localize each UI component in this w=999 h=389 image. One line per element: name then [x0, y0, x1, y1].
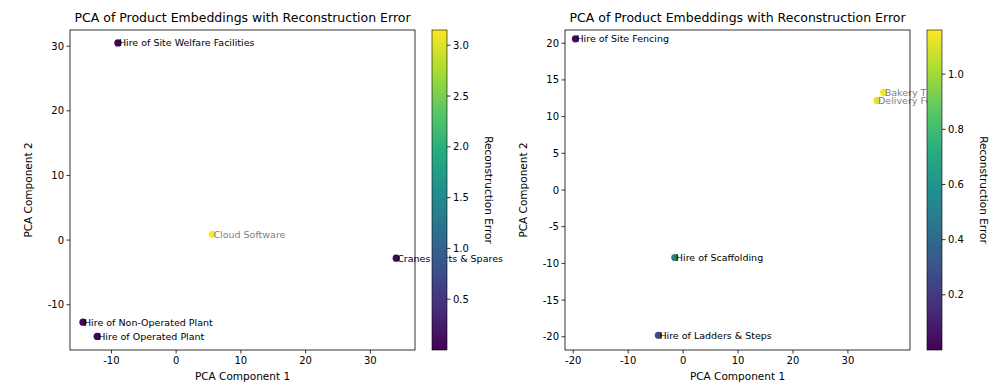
- y-tick-label: 10: [51, 170, 64, 181]
- chart-title: PCA of Product Embeddings with Reconstru…: [569, 10, 906, 25]
- chart: PCA of Product Embeddings with Reconstru…: [22, 10, 503, 382]
- x-tick: [847, 350, 848, 354]
- y-tick-label: 10: [546, 111, 559, 122]
- colorbar-label: Reconstruction Error: [483, 136, 495, 244]
- y-tick: [562, 79, 566, 80]
- point-label: Cloud Software: [213, 229, 285, 240]
- y-tick-label: 15: [546, 74, 559, 85]
- point-label: Hire of Non-Operated Plant: [84, 317, 213, 328]
- y-tick: [562, 300, 566, 301]
- x-tick: [240, 350, 241, 354]
- colorbar-tick-label: 0.5: [453, 294, 469, 305]
- point-label: Hire of Site Welfare Facilities: [119, 37, 255, 48]
- y-tick: [67, 175, 71, 176]
- colorbar-tick-label: 1.0: [453, 243, 469, 254]
- x-axis-label: PCA Component 1: [195, 370, 290, 382]
- chart: PCA of Product Embeddings with Reconstru…: [517, 10, 990, 382]
- y-tick: [562, 190, 566, 191]
- colorbar-tick: [447, 197, 451, 198]
- colorbar-label: Reconstruction Error: [978, 136, 990, 244]
- y-tick-label: -10: [48, 299, 64, 310]
- colorbar: [432, 30, 447, 350]
- point-label: Hire of Site Fencing: [576, 33, 669, 44]
- x-tick: [683, 350, 684, 354]
- y-tick-label: 20: [51, 105, 64, 116]
- x-tick-label: 30: [364, 355, 377, 366]
- x-tick: [370, 350, 371, 354]
- y-tick-label: 5: [553, 148, 559, 159]
- y-tick-label: 0: [58, 235, 64, 246]
- x-tick: [111, 350, 112, 354]
- colorbar-tick: [942, 294, 946, 295]
- x-tick-label: 10: [732, 355, 745, 366]
- colorbar-tick-label: 3.0: [453, 40, 469, 51]
- colorbar-tick: [447, 45, 451, 46]
- colorbar-tick: [447, 248, 451, 249]
- points: [79, 39, 399, 340]
- colorbar-tick-label: 0.4: [948, 234, 964, 245]
- colorbar-tick: [942, 129, 946, 130]
- y-tick-label: 30: [51, 41, 64, 52]
- y-tick-label: 0: [553, 185, 559, 196]
- chart-title: PCA of Product Embeddings with Reconstru…: [74, 10, 411, 25]
- y-tick: [562, 263, 566, 264]
- y-axis-label: PCA Component 2: [517, 142, 529, 237]
- y-tick: [562, 43, 566, 44]
- colorbar: [927, 30, 942, 350]
- x-tick-label: 20: [787, 355, 800, 366]
- x-tick-label: 0: [173, 355, 179, 366]
- colorbar-tick: [942, 74, 946, 75]
- points: [572, 35, 887, 339]
- y-tick-label: -20: [543, 331, 559, 342]
- x-tick-label: -10: [620, 355, 636, 366]
- x-tick: [305, 350, 306, 354]
- colorbar-tick-label: 1.5: [453, 192, 469, 203]
- colorbar-tick: [447, 299, 451, 300]
- colorbar-tick-label: 1.0: [948, 69, 964, 80]
- x-tick: [628, 350, 629, 354]
- x-tick: [738, 350, 739, 354]
- figure: PCA of Product Embeddings with Reconstru…: [0, 0, 999, 389]
- point-label: Delivery Fe: [878, 95, 931, 106]
- x-tick: [176, 350, 177, 354]
- plot-frame: [70, 30, 415, 350]
- x-axis-label: PCA Component 1: [690, 370, 785, 382]
- y-tick-label: -10: [543, 258, 559, 269]
- y-tick: [67, 240, 71, 241]
- colorbar-tick: [447, 96, 451, 97]
- y-tick: [67, 110, 71, 111]
- y-tick: [562, 226, 566, 227]
- colorbar-tick-label: 0.8: [948, 124, 964, 135]
- colorbar-tick: [942, 184, 946, 185]
- x-tick-label: 20: [299, 355, 312, 366]
- colorbar-tick: [447, 146, 451, 147]
- colorbar-tick-label: 2.5: [453, 91, 469, 102]
- colorbar-tick-label: 0.2: [948, 289, 964, 300]
- x-tick-label: 30: [842, 355, 855, 366]
- y-tick: [67, 46, 71, 47]
- x-tick: [792, 350, 793, 354]
- x-tick-label: 10: [235, 355, 248, 366]
- x-tick-label: -20: [565, 355, 581, 366]
- x-tick: [573, 350, 574, 354]
- y-tick: [562, 153, 566, 154]
- point-label: Cranes Parts & Spares: [397, 253, 503, 264]
- y-tick-label: 20: [546, 38, 559, 49]
- y-tick: [562, 116, 566, 117]
- y-tick-label: -5: [549, 221, 559, 232]
- y-axis-label: PCA Component 2: [22, 142, 34, 237]
- y-tick-label: -15: [543, 295, 559, 306]
- plot-frame: [565, 30, 910, 350]
- colorbar-tick: [942, 239, 946, 240]
- colorbar-tick-label: 0.6: [948, 179, 964, 190]
- point-label: Hire of Ladders & Steps: [659, 330, 771, 341]
- point-label: Hire of Operated Plant: [98, 331, 204, 342]
- y-tick: [562, 336, 566, 337]
- point-label: Hire of Scaffolding: [676, 252, 763, 263]
- y-tick: [67, 304, 71, 305]
- colorbar-tick-label: 2.0: [453, 141, 469, 152]
- x-tick-label: -10: [103, 355, 119, 366]
- x-tick-label: 0: [680, 355, 686, 366]
